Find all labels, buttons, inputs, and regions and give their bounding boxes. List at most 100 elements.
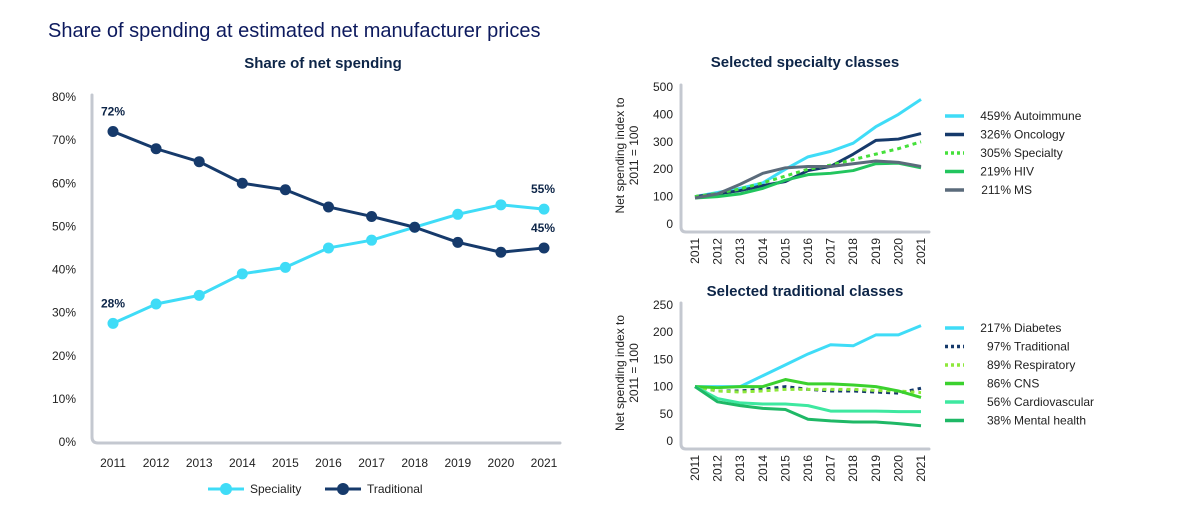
legend-label: Diabetes [1014, 321, 1061, 335]
x-tick-label: 2015 [778, 238, 792, 265]
data-label: 55% [531, 182, 555, 196]
data-point [323, 201, 334, 213]
data-point [236, 177, 248, 189]
chart-title: Selected specialty classes [711, 54, 899, 71]
x-tick-label: 2018 [846, 238, 860, 265]
data-point [193, 289, 205, 301]
legend-label: Cardiovascular [1014, 395, 1094, 409]
y-tick-label: 60% [52, 176, 76, 190]
x-tick-label: 2018 [846, 455, 860, 482]
legend-label: Traditional [367, 482, 423, 496]
y-tick-label: 500 [653, 80, 673, 94]
axis-line [679, 301, 931, 451]
y-tick-label: 10% [52, 392, 76, 406]
data-point [366, 234, 378, 246]
axis-line [679, 83, 931, 234]
y-tick-label: 50 [660, 407, 674, 421]
data-point [279, 184, 291, 196]
y-tick-label: 200 [653, 325, 673, 339]
legend-value: 56% [987, 395, 1011, 409]
y-tick-label: 80% [52, 90, 76, 104]
x-tick-label: 2019 [869, 238, 883, 265]
x-tick-label: 2012 [711, 455, 725, 482]
series-line [694, 98, 922, 199]
data-point [452, 236, 464, 248]
y-tick-label: 250 [653, 298, 673, 312]
data-point [366, 210, 378, 222]
x-tick-label: 2017 [824, 455, 838, 482]
series-line [694, 378, 922, 399]
x-tick-label: 2013 [733, 238, 747, 265]
x-tick-label: 2016 [801, 238, 815, 265]
series-line [694, 159, 922, 200]
x-tick-label: 2014 [756, 238, 770, 265]
series-line [694, 385, 922, 395]
series-line [694, 385, 921, 414]
legend-label: Traditional [1014, 340, 1070, 354]
legend-label: Respiratory [1014, 358, 1075, 372]
x-tick-label: 2013 [733, 455, 747, 482]
legend-label: Oncology [1014, 128, 1065, 142]
legend-value: 219% [980, 165, 1011, 179]
data-point [538, 242, 550, 254]
x-tick-label: 2012 [143, 456, 170, 470]
x-tick-label: 2021 [914, 238, 928, 265]
x-tick-label: 2017 [824, 238, 838, 265]
legend-value: 86% [987, 377, 1011, 391]
series-line [694, 161, 922, 200]
legend-marker [220, 483, 232, 495]
data-point [150, 298, 162, 310]
y-axis-label: Net spending index to2011 = 100 [613, 97, 641, 213]
legend-label: Specialty [1014, 146, 1063, 160]
legend-value: 38% [987, 414, 1011, 428]
series-line [112, 203, 545, 325]
series-line [694, 132, 922, 199]
axis-line [90, 93, 562, 445]
data-label: 28% [101, 296, 125, 310]
data-point [279, 261, 291, 273]
legend-label: Autoimmune [1014, 109, 1082, 123]
data-label: 45% [531, 221, 555, 235]
data-point [495, 246, 507, 258]
series-line [694, 140, 922, 199]
legend-label: MS [1014, 183, 1032, 197]
x-tick-label: 2020 [891, 455, 905, 482]
x-tick-label: 2017 [358, 456, 385, 470]
chart-title: Share of net spending [244, 55, 402, 72]
x-tick-label: 2014 [756, 455, 770, 482]
page-title: Share of spending at estimated net manuf… [48, 20, 541, 42]
x-tick-label: 2013 [186, 456, 213, 470]
x-tick-label: 2011 [688, 238, 702, 264]
legend-value: 459% [980, 109, 1011, 123]
y-axis-label: Net spending index to2011 = 100 [613, 315, 641, 431]
y-tick-label: 40% [52, 263, 76, 277]
y-tick-label: 400 [653, 107, 673, 121]
data-point [323, 242, 334, 254]
data-point [495, 199, 507, 211]
y-tick-label: 300 [653, 135, 673, 149]
y-tick-label: 20% [52, 349, 76, 363]
y-tick-label: 0 [666, 434, 673, 448]
data-point [409, 221, 421, 233]
x-tick-label: 2021 [914, 455, 928, 482]
data-label: 72% [101, 105, 125, 119]
series-line [695, 324, 922, 389]
chart-title: Selected traditional classes [707, 283, 904, 300]
x-tick-label: 2019 [444, 456, 471, 470]
x-tick-label: 2012 [711, 238, 725, 265]
legend-value: 211% [981, 183, 1011, 197]
legend-label: Mental health [1014, 414, 1086, 428]
y-tick-label: 50% [52, 219, 76, 233]
x-tick-label: 2016 [801, 455, 815, 482]
legend-label: HIV [1014, 165, 1034, 179]
legend-value: 305% [980, 146, 1011, 160]
x-tick-label: 2011 [688, 455, 702, 481]
x-tick-label: 2015 [778, 455, 792, 482]
x-tick-label: 2020 [891, 238, 905, 265]
data-point [107, 126, 119, 137]
data-point [236, 268, 248, 280]
x-tick-label: 2016 [315, 456, 342, 470]
x-tick-label: 2014 [229, 456, 256, 470]
y-tick-label: 100 [653, 380, 673, 394]
y-tick-label: 70% [52, 133, 76, 147]
